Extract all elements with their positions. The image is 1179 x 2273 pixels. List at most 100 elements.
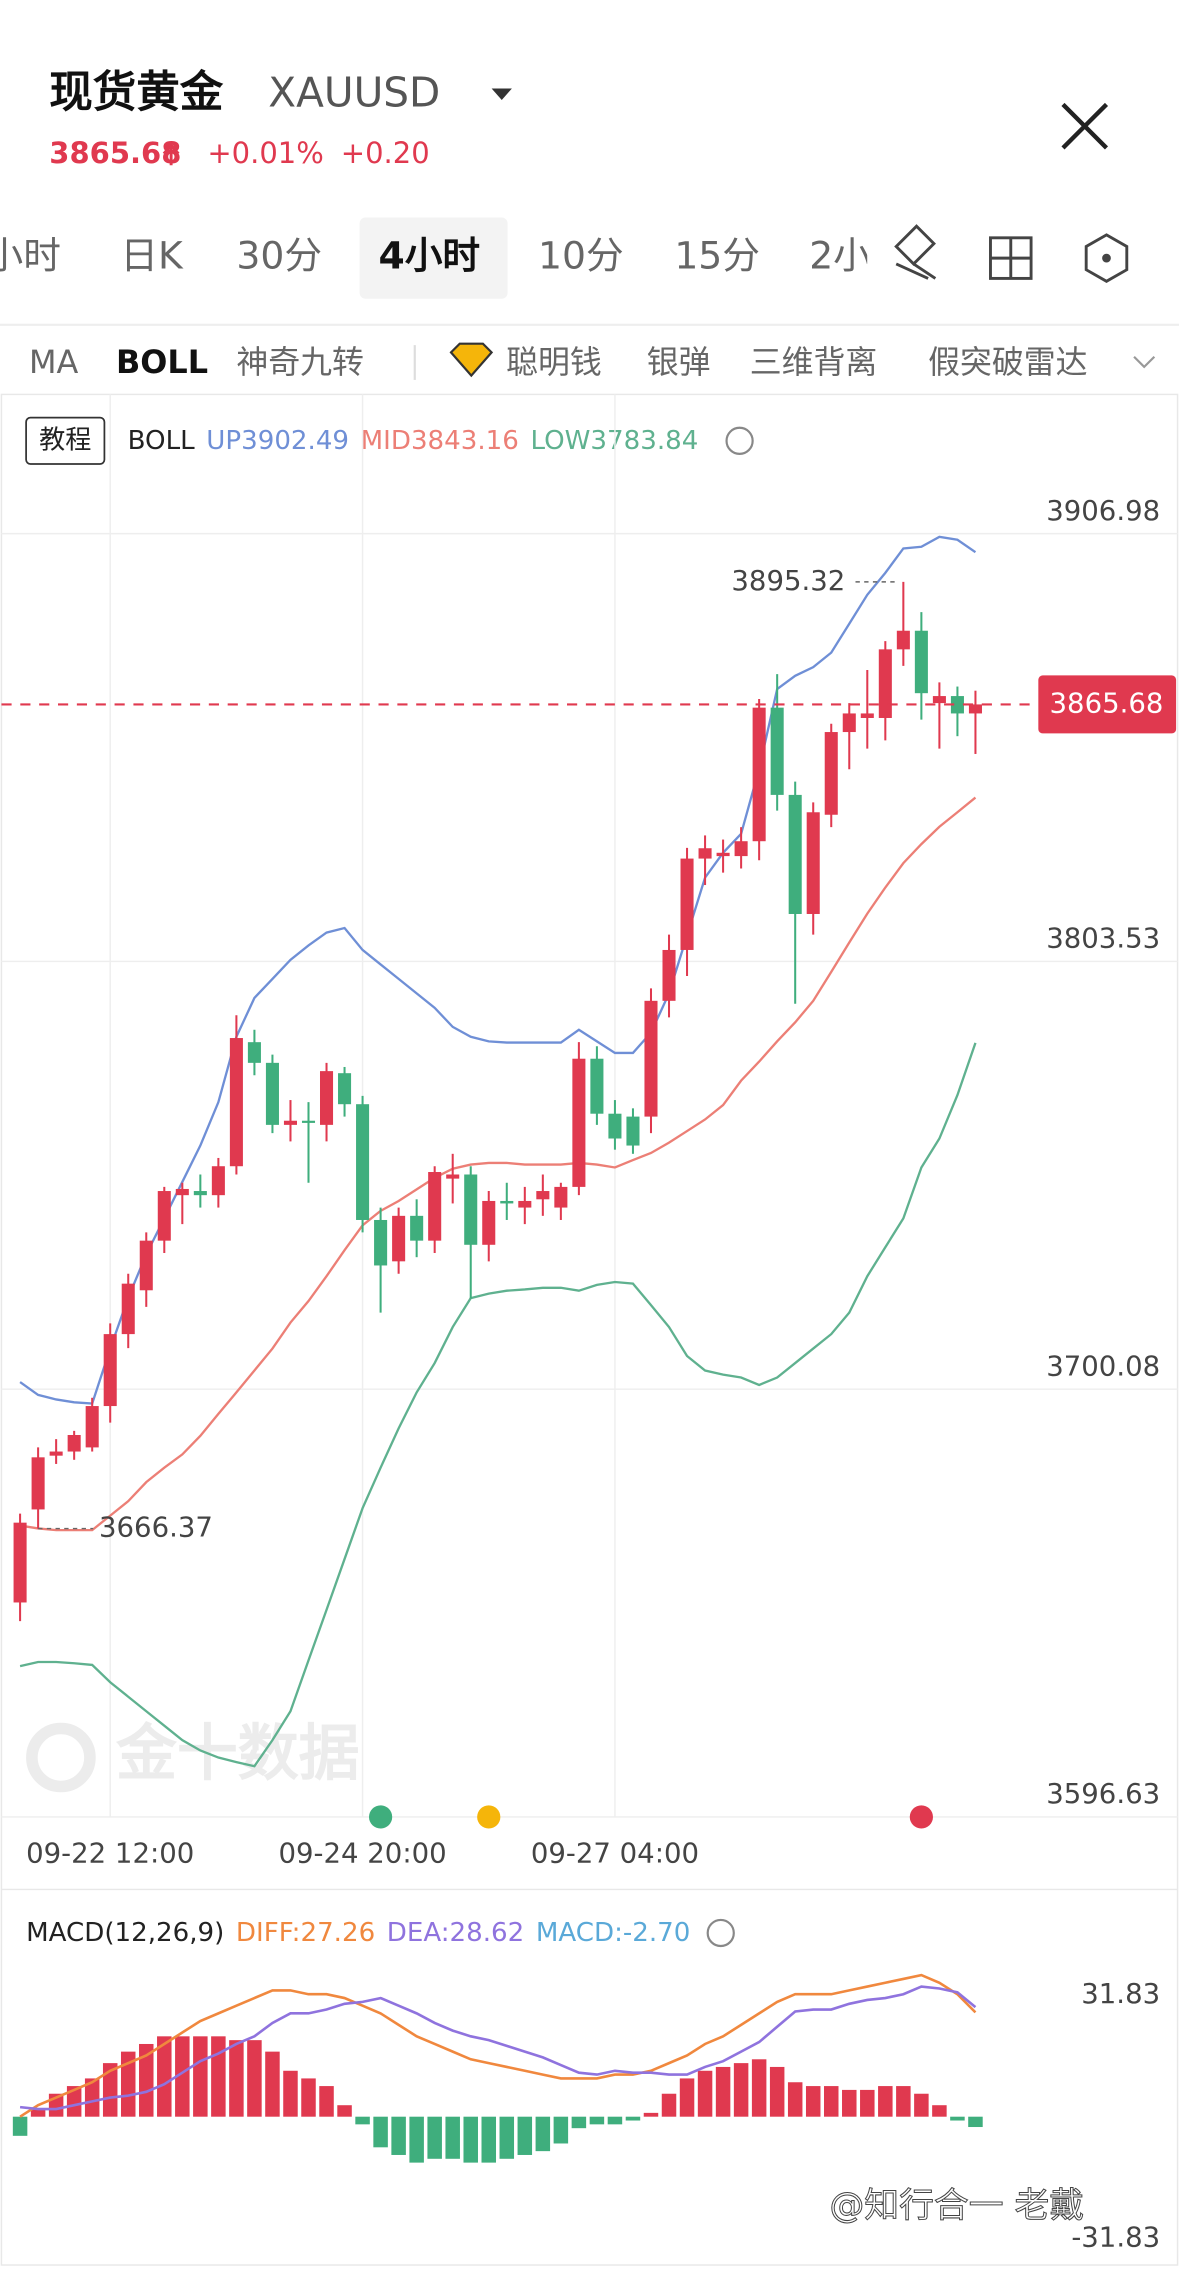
macd-line <box>19 1985 977 2111</box>
candle-body <box>554 1186 568 1208</box>
readout-part: BOLL <box>128 425 196 455</box>
watermark-logo <box>26 1722 96 1793</box>
draw-tool-icon[interactable] <box>894 224 937 280</box>
candle-body <box>500 1200 514 1204</box>
y-tick-label: 3906.98 <box>1046 495 1160 527</box>
macd-bar <box>805 2086 821 2117</box>
candle-body <box>806 812 820 914</box>
close-button[interactable] <box>1061 102 1109 150</box>
timeframe-tab[interactable]: 2小 <box>809 234 871 278</box>
macd-bar <box>139 2043 154 2117</box>
macd-line <box>19 1973 977 2118</box>
candle-body <box>608 1113 622 1139</box>
boll-line <box>19 535 977 1405</box>
readout-part: -2.70 <box>623 1917 691 1947</box>
candle-body <box>482 1200 496 1245</box>
macd-bar <box>733 2063 749 2117</box>
indicator-tab[interactable]: MA <box>29 343 79 381</box>
candle-body <box>734 841 748 857</box>
symbol-dropdown-icon[interactable] <box>491 88 512 101</box>
macd-bar <box>355 2116 370 2125</box>
indicator-tab[interactable]: 假突破雷达 <box>928 343 1087 381</box>
indicator-tab[interactable]: 银弹 <box>647 343 711 381</box>
smart-money-icon <box>449 342 494 378</box>
macd-bar <box>12 2116 28 2136</box>
macd-bar <box>283 2070 298 2117</box>
settings-icon[interactable] <box>1084 233 1129 283</box>
candle-body <box>626 1116 640 1146</box>
active-tab-bg <box>359 217 508 299</box>
event-dot <box>477 1805 501 1829</box>
timeframe-tab[interactable]: 日K <box>120 234 184 278</box>
candle-body <box>896 630 910 650</box>
macd-bar <box>914 2093 929 2117</box>
candle-body <box>283 1120 297 1125</box>
macd-bar <box>463 2116 478 2163</box>
macd-bar <box>535 2116 551 2152</box>
macd-bar <box>175 2036 190 2117</box>
last-price-label: 3865.68 <box>1050 687 1164 719</box>
macd-bar <box>84 2078 100 2117</box>
candle-body <box>410 1215 424 1241</box>
y-tick-label: 3596.63 <box>1046 1778 1160 1810</box>
candle-body <box>157 1191 171 1241</box>
settings-icon-dot <box>1102 253 1111 263</box>
candle-body <box>572 1058 586 1187</box>
macd-bar <box>878 2086 893 2117</box>
macd-bar <box>823 2086 839 2117</box>
macd-bar <box>409 2116 424 2163</box>
readout-part: UP <box>206 425 241 455</box>
readout-part: MID <box>361 425 411 455</box>
expand-icon[interactable] <box>1133 355 1156 369</box>
readout-part: 28.62 <box>450 1917 525 1947</box>
tutorial-button[interactable]: 教程 <box>39 425 91 455</box>
macd-bar <box>157 2036 172 2117</box>
macd-bar <box>571 2116 587 2129</box>
y-tick-label: 3700.08 <box>1046 1350 1160 1382</box>
candle-body <box>662 949 676 1001</box>
timeframe-tab[interactable]: 10分 <box>538 234 624 278</box>
chart-frame <box>0 393 1179 2266</box>
event-dot <box>909 1805 933 1829</box>
macd-bar <box>445 2116 460 2159</box>
readout-part: 27.26 <box>300 1917 375 1947</box>
indicator-tab[interactable]: 神奇九转 <box>236 343 364 381</box>
macd-bar <box>968 2116 983 2128</box>
macd-bar <box>517 2116 533 2155</box>
timeframe-tab[interactable]: 小时 <box>0 234 61 278</box>
last-price-badge <box>1038 675 1177 734</box>
candle-body <box>518 1200 532 1208</box>
y-tick-label: -31.83 <box>1071 2222 1160 2254</box>
indicator-tab[interactable]: BOLL <box>116 343 208 381</box>
macd-bar <box>427 2116 442 2159</box>
macd-bar <box>607 2116 623 2125</box>
macd-bar <box>247 2040 262 2117</box>
candle-body <box>770 707 784 795</box>
macd-chart: MACD(12,26,9) DIFF:27.26 DEA:28.62 MACD:-2.… <box>12 1917 1160 2254</box>
instrument-symbol[interactable]: XAUUSD <box>268 69 440 117</box>
indicator-tab[interactable]: 聪明钱 <box>506 343 602 381</box>
macd-bar <box>481 2116 497 2163</box>
timeframe-tab[interactable]: 30分 <box>236 234 322 278</box>
candle-body <box>211 1166 225 1196</box>
candle-body <box>392 1215 406 1262</box>
candle-body <box>103 1334 117 1407</box>
tool-icons <box>894 224 1129 283</box>
candle-body <box>374 1219 388 1266</box>
max-label: 3895.32 <box>731 565 845 597</box>
candle-body <box>49 1451 63 1456</box>
boll-line <box>19 1042 977 1768</box>
macd-bar <box>66 2086 82 2117</box>
candle-body <box>878 649 892 718</box>
timeframe-tab[interactable]: 4小时 <box>378 234 480 278</box>
readout-part: LOW <box>530 425 590 455</box>
macd-bar <box>643 2112 659 2117</box>
candle-body <box>914 630 928 694</box>
candle-body <box>67 1434 81 1452</box>
timeframe-tabs: 小时 日K 30分 4小时 10分 15分 2小 <box>0 217 871 299</box>
indicator-tab[interactable]: 三维背离 <box>750 343 878 381</box>
x-tick-label: 09-22 12:00 <box>26 1838 194 1870</box>
macd-bar <box>787 2082 803 2117</box>
min-label: 3666.37 <box>99 1512 213 1544</box>
timeframe-tab[interactable]: 15分 <box>674 234 760 278</box>
